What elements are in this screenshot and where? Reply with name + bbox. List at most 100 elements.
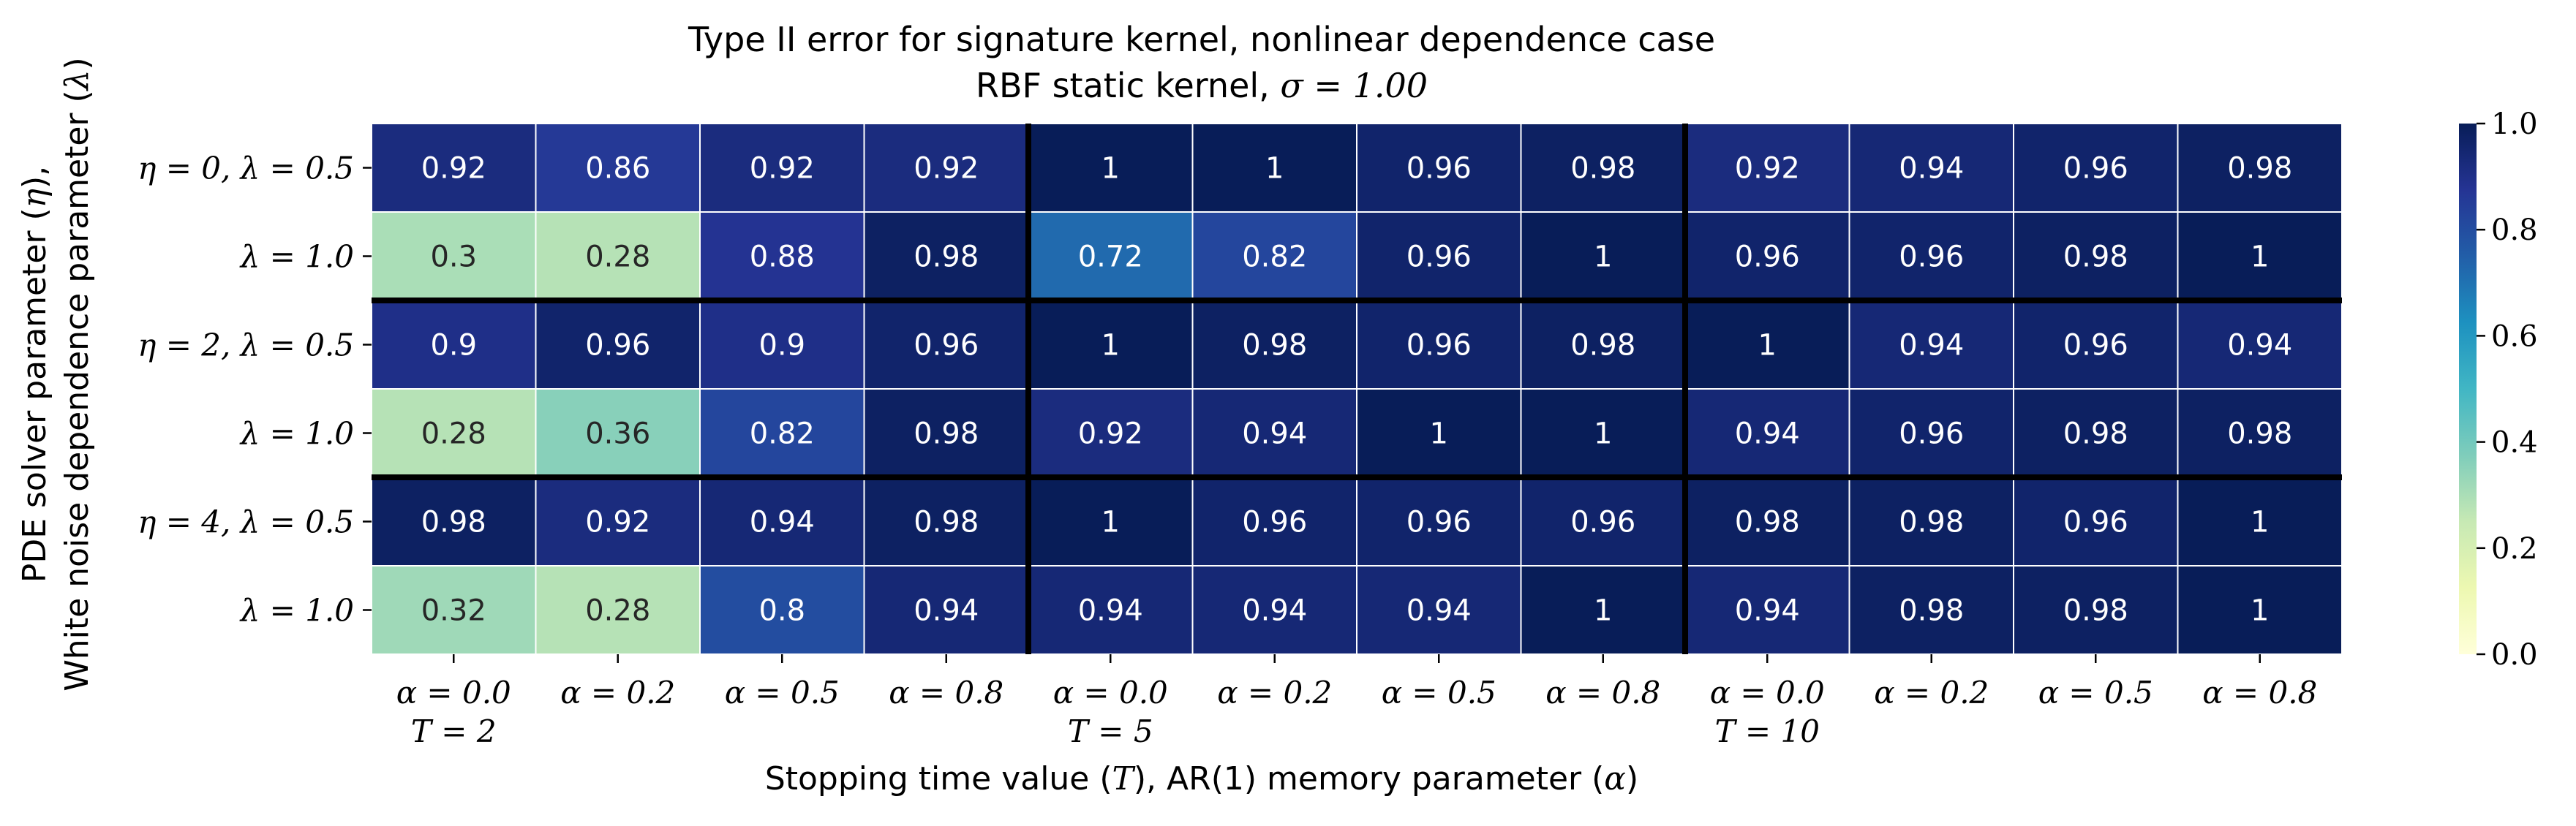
cell-value-label: 0.96 xyxy=(1899,240,1964,274)
heatmap-cell xyxy=(1028,123,1194,213)
heatmap-cell xyxy=(535,211,701,301)
y-axis-label-line-2: White noise dependence parameter (λ) xyxy=(59,57,96,691)
cell-value-label: 0.92 xyxy=(1078,417,1143,451)
cell-value-label: 0.92 xyxy=(1735,152,1800,186)
group-separators xyxy=(372,124,2342,654)
heatmap-cell xyxy=(2177,388,2343,478)
heatmap-cell xyxy=(2177,300,2343,390)
heatmap-cell xyxy=(1848,565,2014,655)
cell-value-label: 0.98 xyxy=(1570,329,1635,363)
heatmap-cell xyxy=(1520,123,1686,213)
cell-value-label: 0.94 xyxy=(1899,329,1964,363)
x-tick-label: α = 0.8 xyxy=(2202,675,2317,711)
cell-value-label: 0.96 xyxy=(1406,506,1472,539)
cell-value-label: 1 xyxy=(2251,506,2269,539)
cell-value-label: 0.96 xyxy=(914,329,979,363)
x-group-label: T = 10 xyxy=(1715,713,1820,749)
x-tick-label: α = 0.2 xyxy=(1874,675,1989,711)
cell-value-label: 0.94 xyxy=(750,506,815,539)
heatmap-cell xyxy=(1028,300,1194,390)
cell-value-label: 0.32 xyxy=(421,594,486,628)
heatmap-cell xyxy=(863,565,1029,655)
cell-value-label: 0.88 xyxy=(750,240,815,274)
x-tick-label: α = 0.5 xyxy=(725,675,840,711)
heatmap-cell xyxy=(371,211,537,301)
y-tick-label: η = 2, λ = 0.5 xyxy=(138,327,354,363)
heatmap-cell xyxy=(1848,211,2014,301)
cell-value-label: 0.96 xyxy=(1242,506,1307,539)
heatmap-cell xyxy=(371,300,537,390)
cell-value-label: 1 xyxy=(1101,329,1120,363)
cell-value-label: 0.94 xyxy=(1078,594,1143,628)
heatmap-cell xyxy=(2013,477,2179,567)
heatmap-cell xyxy=(2177,123,2343,213)
heatmap-cell xyxy=(699,123,865,213)
x-tick-label: α = 0.0 xyxy=(1053,675,1168,711)
cell-value-label: 0.96 xyxy=(1899,417,1964,451)
cell-value-label: 1 xyxy=(2251,240,2269,274)
cell-value-label: 0.98 xyxy=(914,240,979,274)
heatmap-cell xyxy=(699,300,865,390)
colorbar-ticks: 0.0 0.2 0.4 0.6 0.8 1.0 xyxy=(2477,107,2538,672)
cell-value-label: 0.36 xyxy=(585,417,650,451)
colorbar-tick-label: 1.0 xyxy=(2491,107,2538,141)
heatmap-cell xyxy=(1848,388,2014,478)
chart-subtitle: RBF static kernel, σ = 1.00 xyxy=(976,66,1428,105)
cell-value-label: 0.92 xyxy=(914,152,979,186)
cell-value-label: 0.98 xyxy=(914,417,979,451)
cell-value-label: 0.72 xyxy=(1078,240,1143,274)
cell-value-label: 0.82 xyxy=(750,417,815,451)
y-tick-label: η = 4, λ = 0.5 xyxy=(138,504,354,540)
y-tick-label: η = 0, λ = 0.5 xyxy=(138,151,354,186)
cell-value-label: 0.94 xyxy=(1899,152,1964,186)
y-axis-label-line-2-text: White noise dependence parameter ( xyxy=(59,90,96,691)
heatmap-cell xyxy=(2177,211,2343,301)
cell-value-label: 0.96 xyxy=(1406,329,1472,363)
cell-value-label: 0.82 xyxy=(1242,240,1307,274)
x-group-label: T = 2 xyxy=(411,713,497,749)
cell-value-label: 0.96 xyxy=(1406,152,1472,186)
heatmap-cell xyxy=(699,388,865,478)
cell-value-label: 0.28 xyxy=(585,240,650,274)
heatmap-cell xyxy=(1520,211,1686,301)
colorbar-tick-label: 0.2 xyxy=(2491,532,2538,566)
heatmap-cell xyxy=(371,123,537,213)
cell-value-label: 0.98 xyxy=(2227,417,2292,451)
x-tick-label: α = 0.0 xyxy=(396,675,511,711)
cell-value-label: 0.98 xyxy=(2063,417,2128,451)
cell-value-label: 0.92 xyxy=(750,152,815,186)
cell-value-label: 1 xyxy=(1101,506,1120,539)
heatmap-cell xyxy=(1191,565,1357,655)
cell-value-label: 0.98 xyxy=(1242,329,1307,363)
heatmap-cell xyxy=(371,477,537,567)
heatmap-cell xyxy=(1684,211,1850,301)
colorbar-tick-label: 0.0 xyxy=(2491,638,2538,672)
x-tick-label: α = 0.5 xyxy=(1382,675,1496,711)
x-tick-label: α = 0.8 xyxy=(1545,675,1660,711)
y-axis-label-line-1-text: PDE solver parameter ( xyxy=(16,208,53,583)
x-axis-label-text-3: ) xyxy=(1626,760,1638,797)
heatmap-cell xyxy=(1191,477,1357,567)
cell-value-label: 0.98 xyxy=(2227,152,2292,186)
heatmap-cell xyxy=(2013,388,2179,478)
cell-value-label: 0.98 xyxy=(2063,594,2128,628)
cell-value-label: 0.86 xyxy=(585,152,650,186)
cell-value-label: 0.96 xyxy=(1735,240,1800,274)
cell-value-label: 1 xyxy=(1594,594,1612,628)
heatmap-cells xyxy=(371,123,2343,655)
x-tick-label: α = 0.0 xyxy=(1710,675,1825,711)
cell-value-label: 1 xyxy=(1758,329,1777,363)
cell-value-label: 0.94 xyxy=(1735,417,1800,451)
cell-value-label: 0.98 xyxy=(1899,506,1964,539)
y-axis-label-line-2-var: λ xyxy=(59,69,96,91)
x-axis-label-text-1: Stopping time value ( xyxy=(765,760,1112,797)
y-tick-label: λ = 1.0 xyxy=(239,416,354,452)
x-tick-label: α = 0.5 xyxy=(2038,675,2153,711)
cell-value-label: 0.94 xyxy=(1242,417,1307,451)
y-axis-label-line-2-after: ) xyxy=(59,57,96,69)
y-tick-label: λ = 1.0 xyxy=(239,593,354,629)
heatmap-cell xyxy=(371,388,537,478)
heatmap-cell xyxy=(1356,565,1522,655)
x-axis-label: Stopping time value (T), AR(1) memory pa… xyxy=(765,760,1638,797)
